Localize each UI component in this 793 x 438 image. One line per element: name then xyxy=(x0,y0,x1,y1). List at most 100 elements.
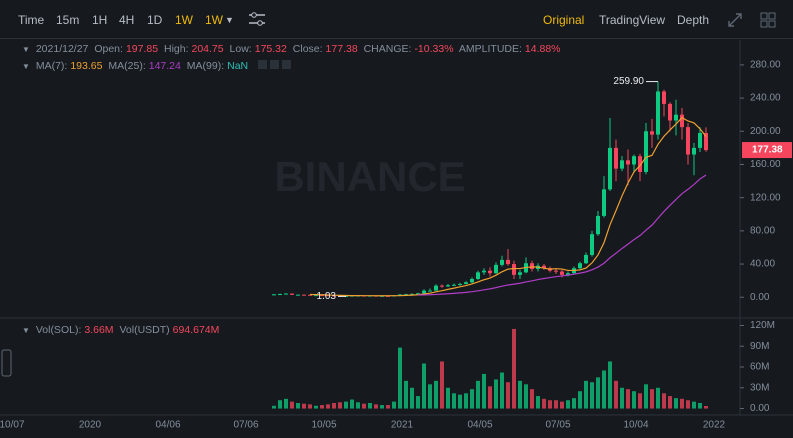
candle-body xyxy=(458,283,462,285)
volume-bar xyxy=(524,384,528,409)
volume-bar xyxy=(440,361,444,409)
volume-bar xyxy=(398,347,402,409)
volume-bar xyxy=(506,382,510,409)
view-tab[interactable]: Original xyxy=(543,13,585,27)
volume-bar xyxy=(470,389,474,409)
date: 2021/12/27 xyxy=(35,43,89,55)
y-tick-label: 0.00 xyxy=(750,403,770,414)
candle-body xyxy=(686,127,690,155)
volume-bar xyxy=(602,370,606,409)
interval[interactable]: Time xyxy=(18,13,45,27)
volume-bar xyxy=(410,387,414,409)
label: MA(25): xyxy=(108,60,146,72)
volume-bar xyxy=(686,400,690,409)
volume-bar xyxy=(290,401,294,409)
dropdown-arrow[interactable]: ▼ xyxy=(225,15,234,25)
volume-bar xyxy=(674,398,678,409)
value: 204.75 xyxy=(191,43,224,55)
label: Low: xyxy=(229,43,252,55)
interval[interactable]: 1W xyxy=(175,13,193,27)
volume-bar xyxy=(428,384,432,409)
candle-body xyxy=(470,278,474,283)
volume-bar xyxy=(482,373,486,409)
interval[interactable]: 1D xyxy=(147,13,163,27)
interval[interactable]: 15m xyxy=(56,13,80,27)
volume-bar xyxy=(566,400,570,409)
interval-menu[interactable]: 1W xyxy=(205,13,223,27)
volume-bar xyxy=(512,328,516,409)
y-tick-label: 120.00 xyxy=(750,192,781,203)
candle-body xyxy=(680,114,684,128)
candle-body xyxy=(626,160,630,165)
volume-bar xyxy=(452,393,456,409)
volume-bar xyxy=(536,396,540,409)
candle-body xyxy=(320,295,324,297)
y-tick-label: 30M xyxy=(750,382,769,393)
value: 147.24 xyxy=(148,60,181,72)
settings-icon[interactable] xyxy=(248,11,266,27)
ma-line xyxy=(417,174,707,296)
label: MA(99): xyxy=(186,60,225,72)
label: MA(7): xyxy=(35,60,68,72)
candle-body xyxy=(596,215,600,235)
layout-icon[interactable] xyxy=(760,12,776,28)
view-tab[interactable]: TradingView xyxy=(599,13,666,27)
candle-body xyxy=(398,294,402,296)
volume-bar xyxy=(308,404,312,409)
toggle[interactable] xyxy=(282,60,292,69)
volume-bar xyxy=(560,401,564,409)
last-price: 177.38 xyxy=(752,145,783,156)
volume-bar xyxy=(362,403,366,409)
y-tick-label: 90M xyxy=(750,341,769,352)
candle-body xyxy=(560,271,564,275)
candle-body xyxy=(278,294,282,296)
label: Vol(USDT) xyxy=(119,324,170,336)
volume-bar xyxy=(692,401,696,409)
candle-body xyxy=(332,295,336,297)
volume-bar xyxy=(632,391,636,409)
x-tick-label: 07/05 xyxy=(545,420,570,431)
toggle[interactable] xyxy=(258,60,268,69)
volume-bar xyxy=(434,380,438,409)
y-tick-label: 120M xyxy=(750,320,775,331)
volume-bar xyxy=(662,393,666,409)
candle-body xyxy=(650,131,654,135)
volume-bar xyxy=(446,387,450,409)
y-tick-label: 240.00 xyxy=(750,93,781,104)
volume-bar xyxy=(380,405,384,409)
volume-bar xyxy=(302,403,306,409)
candle-body xyxy=(506,259,510,265)
candle-body xyxy=(554,270,558,272)
volume-bar xyxy=(518,380,522,409)
volume-bar xyxy=(338,402,342,409)
candle-body xyxy=(518,272,522,275)
toggle[interactable] xyxy=(270,60,280,69)
ma-row: ▼ MA(7): 193.65 MA(25): 147.24 MA(99): NaN xyxy=(22,60,294,72)
label: AMPLITUDE: xyxy=(458,43,522,55)
candle-body xyxy=(530,263,534,270)
toolbar: Time 15m 1H 4H 1D 1W 1W ▼ Original Tradi… xyxy=(0,0,793,39)
volume-bar xyxy=(416,396,420,409)
x-tick-label: 07/06 xyxy=(233,420,258,431)
expand-icon[interactable] xyxy=(727,12,743,28)
volume-bar xyxy=(374,404,378,409)
candle-body xyxy=(542,265,546,269)
label: Close: xyxy=(292,43,323,55)
side-toggle[interactable] xyxy=(1,349,12,377)
volume-bar xyxy=(542,398,546,409)
volume-bar xyxy=(500,372,504,409)
volume-bar xyxy=(494,379,498,409)
volume-bar xyxy=(326,404,330,409)
candle-body xyxy=(416,293,420,295)
candle-body xyxy=(638,156,642,172)
view-tab[interactable]: Depth xyxy=(677,13,710,27)
interval[interactable]: 4H xyxy=(119,13,135,27)
volume-bar xyxy=(476,380,480,409)
volume-bar xyxy=(332,403,336,409)
volume-bar xyxy=(422,363,426,409)
candle-body xyxy=(602,189,606,216)
candle-body xyxy=(698,132,702,148)
candle-body xyxy=(284,293,288,295)
interval[interactable]: 1H xyxy=(92,13,108,27)
